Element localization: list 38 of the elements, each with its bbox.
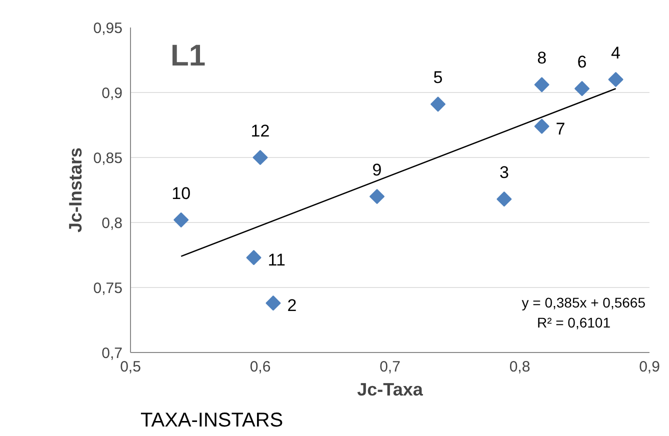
y-axis-title: Jc-Instars (65, 147, 86, 233)
y-tick-label: 0,75 (93, 280, 123, 297)
x-tick-label: 0,5 (120, 358, 141, 376)
annotation: 2 (287, 296, 297, 316)
point (252, 150, 268, 166)
point (496, 192, 512, 207)
y-tick-label: 0,85 (93, 150, 123, 167)
point (174, 212, 189, 228)
annotation: y = 0,385x + 0,5665 R² = 0,6101 (522, 294, 646, 330)
point (266, 296, 281, 311)
annotation: 11 (268, 250, 286, 270)
y-tick-label: 0,9 (102, 85, 123, 102)
point (369, 188, 385, 204)
annotation: 8 (537, 48, 547, 68)
y-tick-label: 0,8 (102, 215, 123, 232)
y-tick-label: 0,7 (102, 345, 123, 362)
annotation: 9 (372, 160, 382, 180)
annotation: 7 (556, 119, 566, 138)
x-axis-title: Jc-Taxa (357, 380, 424, 400)
x-tick-label: 0,6 (250, 358, 271, 376)
point (430, 96, 446, 112)
annotation: 10 (172, 184, 191, 203)
annotation: 6 (577, 52, 587, 72)
x-tick-label: 0,8 (509, 358, 530, 376)
annotation: 12 (250, 122, 270, 140)
annotation: L1 (170, 40, 206, 72)
point (534, 118, 550, 134)
x-tick-label: 0,9 (639, 358, 660, 376)
text: TAXA-INSTARS (140, 410, 284, 432)
x-tick-label: 0,7 (380, 358, 400, 376)
annotation: 5 (433, 68, 443, 88)
annotation: 4 (611, 44, 621, 62)
point (534, 77, 550, 92)
point (246, 250, 262, 266)
point (574, 81, 590, 96)
annotation: 3 (499, 163, 509, 182)
y-tick-label: 0,95 (93, 20, 123, 37)
point (608, 72, 624, 88)
